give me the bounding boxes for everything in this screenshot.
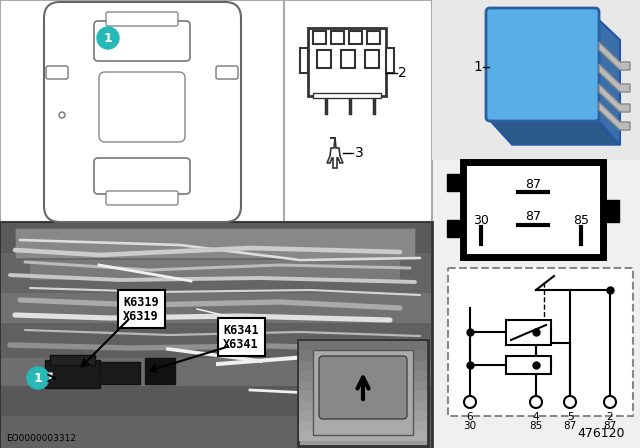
- Polygon shape: [599, 42, 630, 70]
- Bar: [1, 223, 431, 253]
- Bar: [30, 260, 400, 280]
- FancyBboxPatch shape: [319, 356, 407, 419]
- Text: 30: 30: [463, 421, 477, 431]
- Bar: [145, 358, 175, 384]
- FancyBboxPatch shape: [94, 21, 190, 61]
- FancyBboxPatch shape: [44, 2, 241, 222]
- Bar: [284, 0, 432, 222]
- Bar: [1, 416, 431, 448]
- Circle shape: [59, 112, 65, 118]
- Text: 30: 30: [473, 214, 489, 227]
- Bar: [300, 48, 308, 73]
- Bar: [313, 350, 413, 435]
- Bar: [298, 340, 428, 446]
- Text: 85: 85: [573, 214, 589, 227]
- Bar: [506, 356, 551, 374]
- Bar: [432, 0, 640, 160]
- Bar: [299, 341, 427, 351]
- Bar: [341, 50, 355, 68]
- Circle shape: [564, 396, 576, 408]
- Bar: [1, 253, 431, 293]
- Circle shape: [27, 367, 49, 389]
- FancyBboxPatch shape: [216, 66, 238, 79]
- Bar: [299, 381, 427, 391]
- Text: X6319: X6319: [123, 310, 159, 323]
- Bar: [447, 220, 463, 237]
- Bar: [463, 162, 603, 257]
- PathPatch shape: [327, 138, 343, 168]
- Text: 87: 87: [563, 421, 577, 431]
- FancyBboxPatch shape: [94, 158, 190, 194]
- Text: 87: 87: [604, 421, 616, 431]
- Bar: [1, 323, 431, 358]
- Bar: [50, 355, 95, 365]
- Text: 476120: 476120: [577, 427, 625, 440]
- Bar: [313, 31, 326, 44]
- Text: 2: 2: [607, 412, 613, 422]
- Circle shape: [464, 396, 476, 408]
- Polygon shape: [599, 64, 630, 92]
- Bar: [448, 268, 633, 416]
- Bar: [299, 371, 427, 381]
- Bar: [1, 386, 431, 416]
- Bar: [42, 372, 52, 380]
- Polygon shape: [599, 102, 630, 130]
- Bar: [349, 31, 362, 44]
- Circle shape: [97, 27, 119, 49]
- Text: 87: 87: [525, 211, 541, 224]
- Bar: [367, 31, 380, 44]
- Bar: [45, 360, 100, 388]
- FancyBboxPatch shape: [486, 8, 599, 121]
- FancyBboxPatch shape: [99, 72, 185, 142]
- Polygon shape: [599, 20, 620, 145]
- Bar: [331, 31, 344, 44]
- Text: 5: 5: [566, 412, 573, 422]
- Polygon shape: [490, 121, 620, 145]
- Text: 87: 87: [525, 177, 541, 190]
- Text: 1: 1: [104, 31, 113, 44]
- Text: 1: 1: [34, 371, 42, 384]
- Bar: [299, 401, 427, 411]
- Bar: [100, 362, 140, 384]
- Bar: [1, 358, 431, 386]
- Bar: [299, 361, 427, 371]
- Text: 2: 2: [398, 66, 407, 80]
- Text: K6341: K6341: [223, 323, 259, 336]
- Bar: [1, 293, 431, 323]
- Bar: [603, 200, 619, 222]
- Text: K6319: K6319: [123, 296, 159, 309]
- Bar: [299, 351, 427, 361]
- Text: X6341: X6341: [223, 339, 259, 352]
- Circle shape: [604, 396, 616, 408]
- Bar: [313, 93, 381, 98]
- Bar: [218, 318, 265, 356]
- Bar: [299, 391, 427, 401]
- Bar: [386, 48, 394, 73]
- Bar: [317, 50, 331, 68]
- Text: 85: 85: [529, 421, 543, 431]
- Bar: [299, 411, 427, 421]
- Text: 6: 6: [467, 412, 474, 422]
- Text: 1: 1: [473, 60, 482, 74]
- Bar: [118, 290, 165, 328]
- FancyBboxPatch shape: [106, 191, 178, 205]
- Circle shape: [530, 396, 542, 408]
- Bar: [299, 431, 427, 441]
- Bar: [0, 222, 432, 448]
- Text: EO0000003312: EO0000003312: [6, 434, 76, 443]
- Bar: [506, 320, 551, 345]
- Bar: [308, 28, 386, 96]
- Bar: [365, 50, 379, 68]
- Bar: [299, 421, 427, 431]
- Bar: [447, 174, 463, 191]
- Bar: [15, 228, 415, 258]
- Text: 4: 4: [532, 412, 540, 422]
- FancyBboxPatch shape: [46, 66, 68, 79]
- FancyBboxPatch shape: [106, 12, 178, 26]
- Bar: [0, 0, 284, 222]
- Text: 3: 3: [355, 146, 364, 160]
- Polygon shape: [599, 84, 630, 112]
